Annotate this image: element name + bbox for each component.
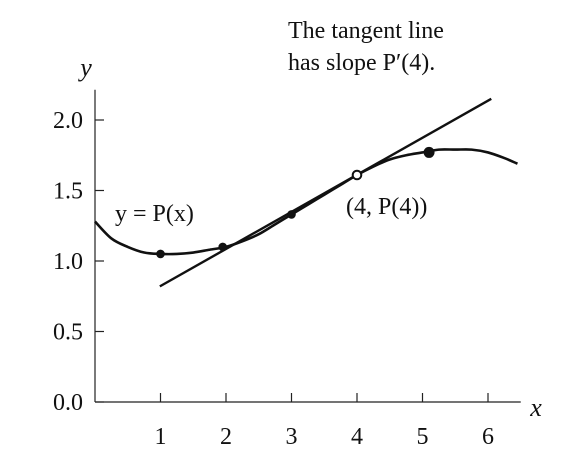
title-line-1: The tangent line	[288, 18, 444, 44]
title-line-2: has slope P′(4).	[288, 50, 435, 76]
curve-label: y = P(x)	[115, 201, 194, 227]
y-tick-label: 1.5	[53, 179, 83, 205]
series	[94, 97, 518, 288]
curve-point-5	[423, 146, 435, 158]
ticks: 1 2 3 4 5 6 0.0 0.5 1.0 1.5 2.0	[53, 108, 494, 450]
curve-P-of-x	[94, 148, 518, 256]
x-tick-label: 2	[220, 424, 232, 450]
y-tick-label: 0.5	[53, 320, 83, 346]
x-tick-label: 6	[482, 424, 494, 450]
curve-point-3	[287, 210, 296, 219]
y-tick-label: 0.0	[53, 390, 83, 416]
y-axis-label: y	[77, 53, 92, 82]
x-tick-label: 1	[155, 424, 167, 450]
curve-point-1	[156, 249, 165, 259]
y-tick-label: 1.0	[53, 249, 83, 275]
point-4-P4-open	[351, 169, 363, 181]
tangent-line	[159, 97, 492, 288]
curve-point-2	[218, 242, 228, 252]
y-tick-label: 2.0	[53, 108, 83, 134]
x-axis-label: x	[529, 393, 542, 422]
x-tick-label: 4	[351, 424, 363, 450]
axes	[94, 89, 521, 403]
x-tick-label: 3	[286, 424, 298, 450]
x-tick-label: 5	[417, 424, 429, 450]
point-label: (4, P(4))	[346, 194, 427, 220]
marked-points	[156, 146, 435, 259]
